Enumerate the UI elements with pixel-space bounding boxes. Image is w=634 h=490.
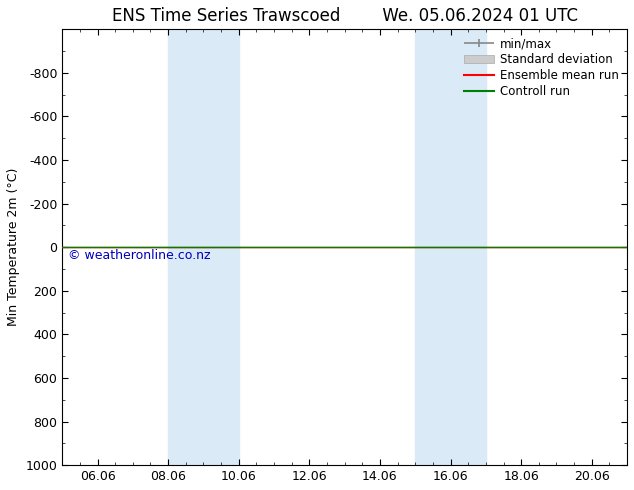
Title: ENS Time Series Trawscoed        We. 05.06.2024 01 UTC: ENS Time Series Trawscoed We. 05.06.2024…	[112, 7, 578, 25]
Legend: min/max, Standard deviation, Ensemble mean run, Controll run: min/max, Standard deviation, Ensemble me…	[462, 35, 621, 101]
Bar	[204, 29, 239, 465]
Bar	[168, 29, 204, 465]
Y-axis label: Min Temperature 2m (°C): Min Temperature 2m (°C)	[7, 168, 20, 326]
Text: © weatheronline.co.nz: © weatheronline.co.nz	[68, 249, 210, 263]
Bar	[415, 29, 451, 465]
Bar	[451, 29, 486, 465]
